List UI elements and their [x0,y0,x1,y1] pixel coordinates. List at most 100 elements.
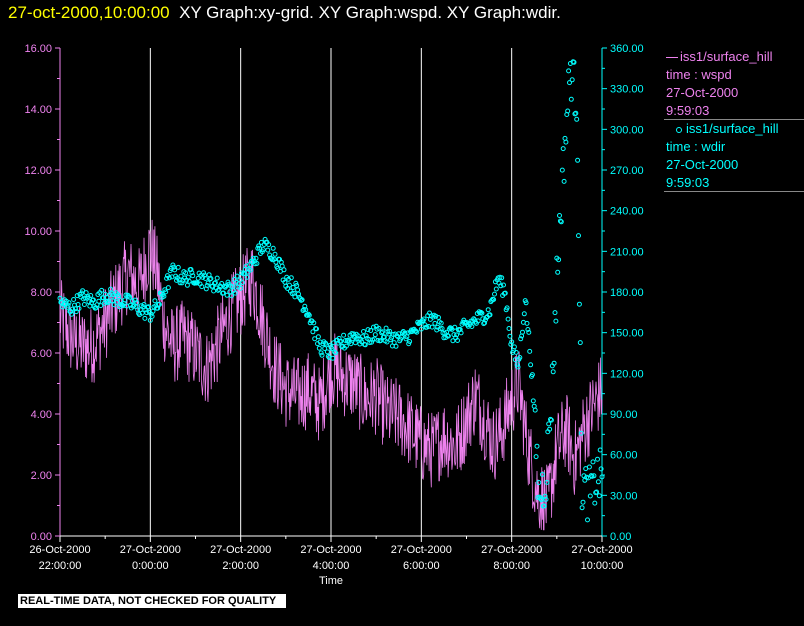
wdir-point [464,320,469,325]
wdir-point [359,339,365,345]
wdir-point [383,325,389,331]
legend-divider [664,119,804,120]
wdir-point [493,286,499,292]
wdir-point [527,348,533,354]
wdir-point [305,311,311,317]
wdir-point [393,343,399,349]
wdir-point [454,332,460,338]
wdir-point [452,324,458,330]
wdir-point [436,315,441,320]
wdir-point [152,298,158,304]
wdir-point [532,407,538,413]
y-left-tick-label: 0.00 [31,531,52,543]
wdir-point [566,68,572,74]
x-tick-date-label: 27-Oct-2000 [210,544,271,556]
wdir-point [166,275,172,281]
wdir-point [530,398,536,404]
wdir-point [93,305,99,311]
wdir-point [560,146,566,152]
wdir-point [161,293,167,299]
wdir-point [224,292,230,298]
wdir-point [295,287,301,293]
wdir-point [248,267,254,273]
wdir-point [88,293,94,298]
x-tick-date-label: 27-Oct-2000 [120,544,181,556]
wdir-point [69,311,75,317]
wdir-point [482,320,488,326]
wdir-point [85,294,91,300]
wdir-point [275,265,281,271]
wdir-point [568,96,574,102]
title-graphs: XY Graph:xy-grid. XY Graph:wspd. XY Grap… [179,3,561,22]
wdir-point [310,329,316,335]
wdir-point [413,328,419,334]
wdir-point [256,243,262,249]
wdir-point [542,493,548,499]
wdir-point [250,255,256,261]
y-right-tick-label: 120.00 [610,368,644,380]
wdir-point [66,300,72,306]
wdir-point [171,264,177,270]
y-left-tick-label: 12.00 [24,165,52,177]
wdir-point [149,313,155,319]
legend-wdir-time: 9:59:03 [666,175,710,190]
wdir-point [172,267,178,273]
wdir-point [594,489,600,495]
wdir-point [433,313,439,319]
legend-wspd-station: iss1/surface_hill [666,48,773,66]
wdir-point [206,272,212,278]
wdir-point [520,329,525,335]
wdir-point [244,274,250,280]
wdir-point [559,167,565,173]
y-right-tick-label: 330.00 [610,84,644,96]
wdir-point [324,349,330,355]
wdir-point [439,326,445,331]
wdir-point [254,261,260,266]
wdir-point [539,497,544,503]
y-right-tick-label: 60.00 [610,450,638,462]
wdir-point [445,333,451,339]
wdir-point [438,320,444,326]
legend-wspd-var: time : wspd [666,67,732,82]
y-right-tick-label: 30.00 [610,490,638,502]
legend-wspd-date: 27-Oct-2000 [666,85,739,100]
wdir-point [365,327,371,333]
wdir-point [585,517,590,523]
wdir-point [189,270,195,276]
wdir-point [491,297,497,302]
wdir-point [201,270,207,276]
y-right-tick-label: 240.00 [610,206,644,218]
wdir-point [315,334,321,340]
wdir-point [150,308,156,314]
wdir-point [273,259,279,265]
legend-wdir-station: iss1/surface_hill [666,120,779,138]
wdir-point [595,456,600,462]
wdir-point [268,256,274,262]
wdir-point [123,292,129,298]
wdir-point [316,345,322,351]
x-tick-date-label: 27-Oct-2000 [571,544,632,556]
wdir-point [319,352,325,358]
wdir-point [475,318,481,324]
wdir-point [504,305,510,311]
x-tick-time-label: 2:00:00 [222,560,259,572]
x-tick-date-label: 27-Oct-2000 [481,544,542,556]
wdir-point [333,350,338,356]
chart-title: 27-oct-2000,10:00:00 XY Graph:xy-grid. X… [8,3,561,23]
wdir-point [71,297,77,302]
wspd-series [59,219,603,531]
x-tick-time-label: 8:00:00 [493,560,530,572]
wdir-point [351,331,357,337]
wdir-point [90,297,96,303]
wdir-point [194,280,200,286]
wdir-point [146,304,151,310]
wdir-point [372,332,378,338]
wdir-point [144,310,150,316]
wdir-point [524,320,530,326]
wdir-point [557,218,563,224]
legend-wspd: iss1/surface_hill time : wspd 27-Oct-200… [666,48,773,120]
wdir-point [521,311,527,317]
wdir-point [523,300,529,306]
wdir-point [511,344,517,350]
x-axis-label: Time [319,575,343,587]
